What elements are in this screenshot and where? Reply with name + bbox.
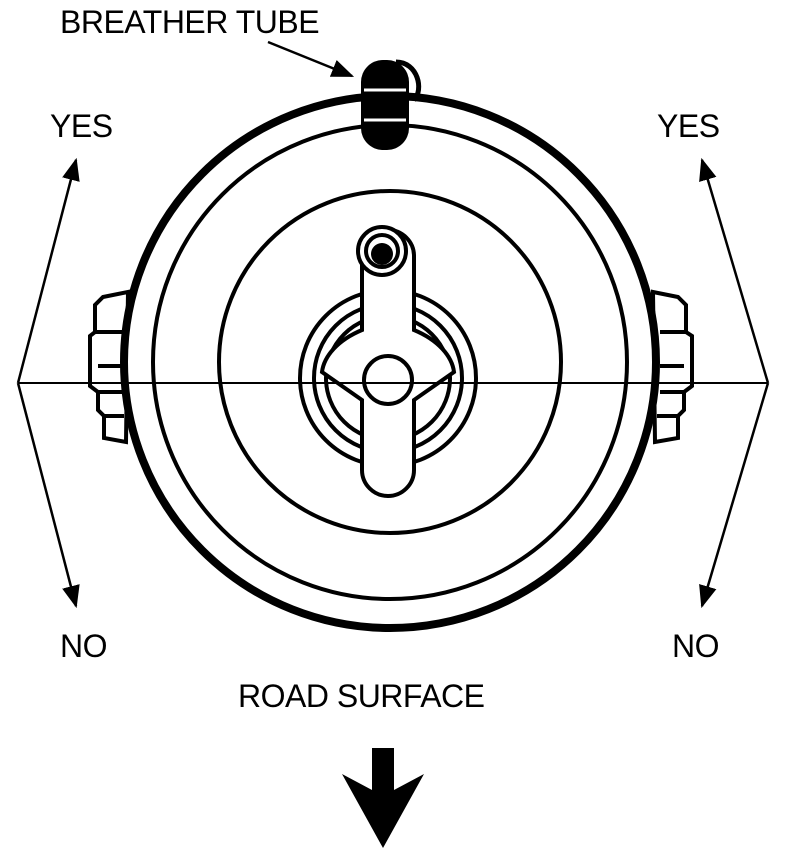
breather-tube [361, 59, 422, 150]
arrow-left-up [16, 157, 80, 384]
no-right-label: NO [672, 628, 720, 664]
left-mounting-lugs [88, 289, 131, 445]
yes-right-label: YES [657, 108, 720, 144]
yes-left-label: YES [50, 108, 113, 144]
breather-leader-arrow [267, 40, 355, 78]
angle-arrows [16, 157, 770, 609]
right-mounting-lugs [650, 289, 694, 445]
diaphragm-ring [217, 189, 563, 535]
center-bore [362, 354, 414, 406]
arrow-left-down [16, 382, 80, 609]
road-surface-label: ROAD SURFACE [238, 678, 485, 714]
arrow-right-down [699, 382, 770, 609]
breather-tube-label: BREATHER TUBE [60, 4, 320, 40]
pivot-pin-center [371, 243, 393, 265]
road-direction-arrow [342, 748, 424, 848]
arrow-right-up [699, 157, 770, 384]
no-left-label: NO [60, 628, 108, 664]
